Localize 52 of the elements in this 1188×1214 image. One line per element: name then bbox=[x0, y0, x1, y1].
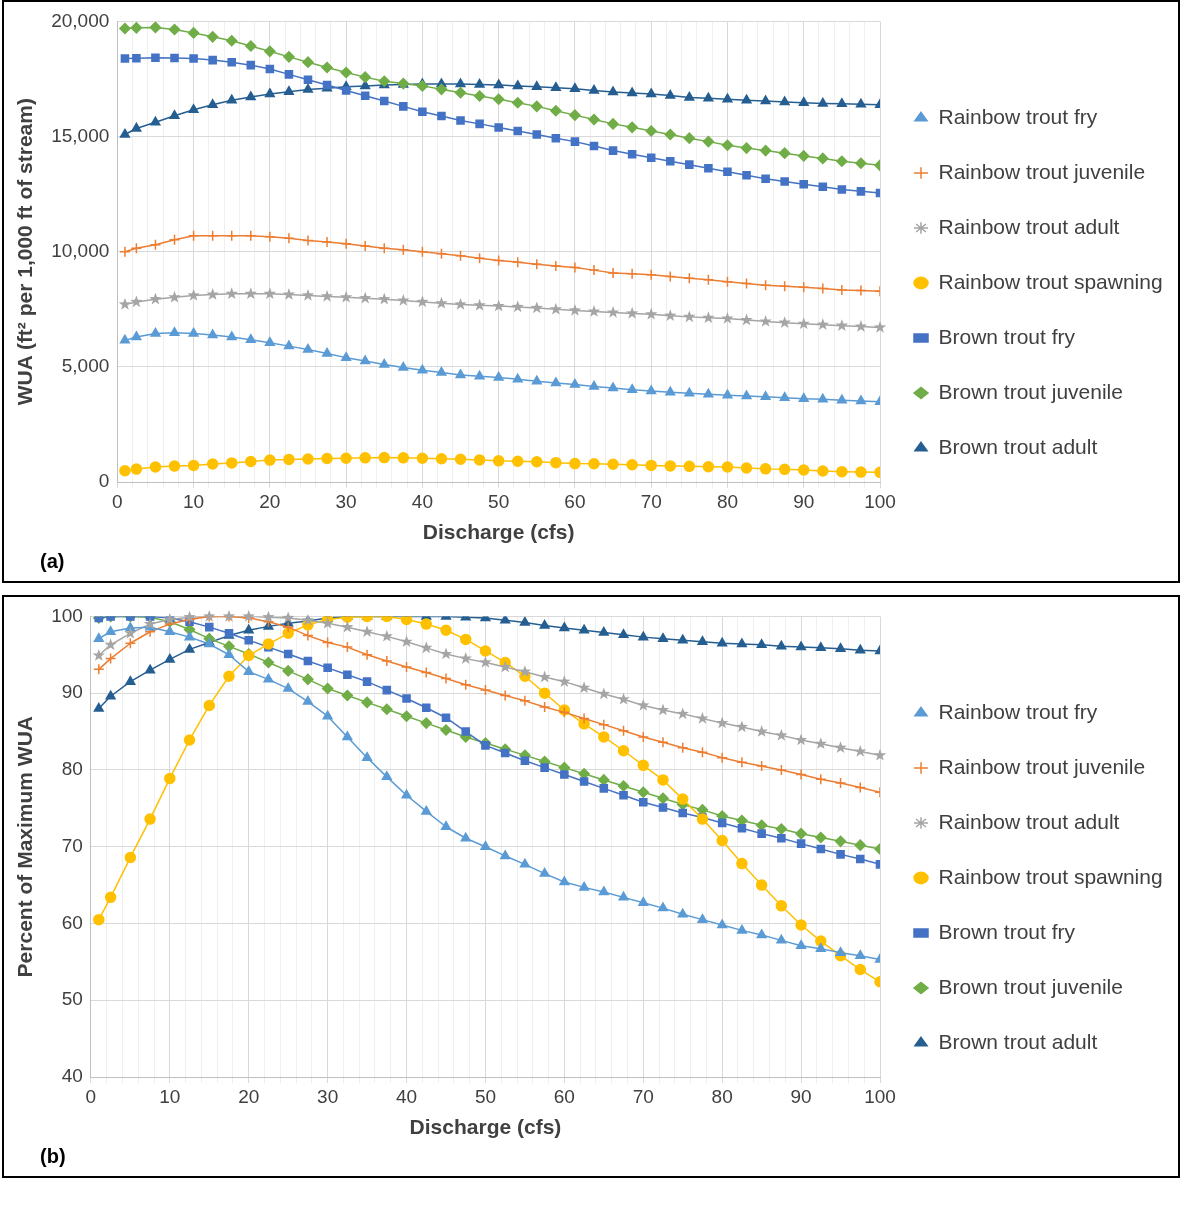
legend-label: Rainbow trout spawning bbox=[938, 269, 1163, 293]
y-tick-label: 0 bbox=[98, 470, 110, 492]
y-tick-label: 20,000 bbox=[51, 9, 110, 31]
x-tick-label: 80 bbox=[711, 1085, 733, 1107]
y-tick-label: 15,000 bbox=[51, 124, 110, 146]
x-tick-label: 70 bbox=[640, 490, 662, 512]
x-tick-label: 30 bbox=[317, 1085, 339, 1107]
y-tick-label: 70 bbox=[61, 834, 83, 856]
y-axis-title: WUA (ft² per 1,000 ft of stream) bbox=[13, 98, 37, 406]
legend-label: Rainbow trout adult bbox=[938, 809, 1120, 833]
legend-label: Brown trout fry bbox=[938, 919, 1076, 943]
legend-label: Brown trout juvenile bbox=[938, 974, 1123, 998]
legend-label: Rainbow trout spawning bbox=[938, 864, 1163, 888]
x-tick-label: 10 bbox=[183, 490, 205, 512]
x-tick-label: 40 bbox=[411, 490, 433, 512]
x-tick-label: 20 bbox=[238, 1085, 260, 1107]
legend-label: Brown trout juvenile bbox=[938, 379, 1123, 403]
y-tick-label: 10,000 bbox=[51, 239, 110, 261]
x-axis-title: Discharge (cfs) bbox=[409, 1115, 562, 1139]
x-tick-label: 90 bbox=[793, 490, 815, 512]
legend-label: Rainbow trout juvenile bbox=[938, 754, 1146, 778]
x-tick-label: 50 bbox=[474, 1085, 497, 1107]
x-tick-label: 10 bbox=[159, 1085, 181, 1107]
x-tick-label: 70 bbox=[632, 1085, 654, 1107]
y-tick-label: 100 bbox=[51, 604, 83, 626]
x-tick-label: 50 bbox=[488, 490, 510, 512]
x-tick-label: 80 bbox=[716, 490, 739, 512]
x-tick-label: 40 bbox=[395, 1085, 418, 1107]
legend-label: Brown trout adult bbox=[938, 434, 1098, 458]
legend-label: Rainbow trout fry bbox=[938, 699, 1098, 723]
x-tick-label: 30 bbox=[335, 490, 357, 512]
text: (b) bbox=[39, 1145, 67, 1169]
y-tick-label: 90 bbox=[61, 681, 83, 703]
x-tick-label: 60 bbox=[553, 1085, 575, 1107]
x-tick-label: 20 bbox=[259, 490, 281, 512]
y-tick-label: 80 bbox=[61, 758, 83, 780]
legend-label: Brown trout fry bbox=[938, 324, 1076, 348]
x-tick-label: 60 bbox=[564, 490, 586, 512]
y-axis-title: Percent of Maximum WUA bbox=[13, 716, 37, 978]
text: (a) bbox=[39, 550, 66, 574]
x-tick-label: 100 bbox=[864, 1085, 896, 1107]
x-tick-label: 90 bbox=[790, 1085, 812, 1107]
legend-label: Rainbow trout adult bbox=[938, 214, 1120, 238]
y-tick-label: 5,000 bbox=[61, 355, 110, 377]
x-axis-title: Discharge (cfs) bbox=[422, 520, 575, 544]
x-tick-label: 100 bbox=[864, 490, 896, 512]
legend-label: Rainbow trout fry bbox=[938, 104, 1098, 128]
legend-label: Rainbow trout juvenile bbox=[938, 159, 1146, 183]
legend-label: Brown trout adult bbox=[938, 1029, 1098, 1053]
y-tick-label: 60 bbox=[61, 911, 83, 933]
y-tick-label: 40 bbox=[61, 1065, 83, 1087]
y-tick-label: 50 bbox=[61, 988, 83, 1010]
